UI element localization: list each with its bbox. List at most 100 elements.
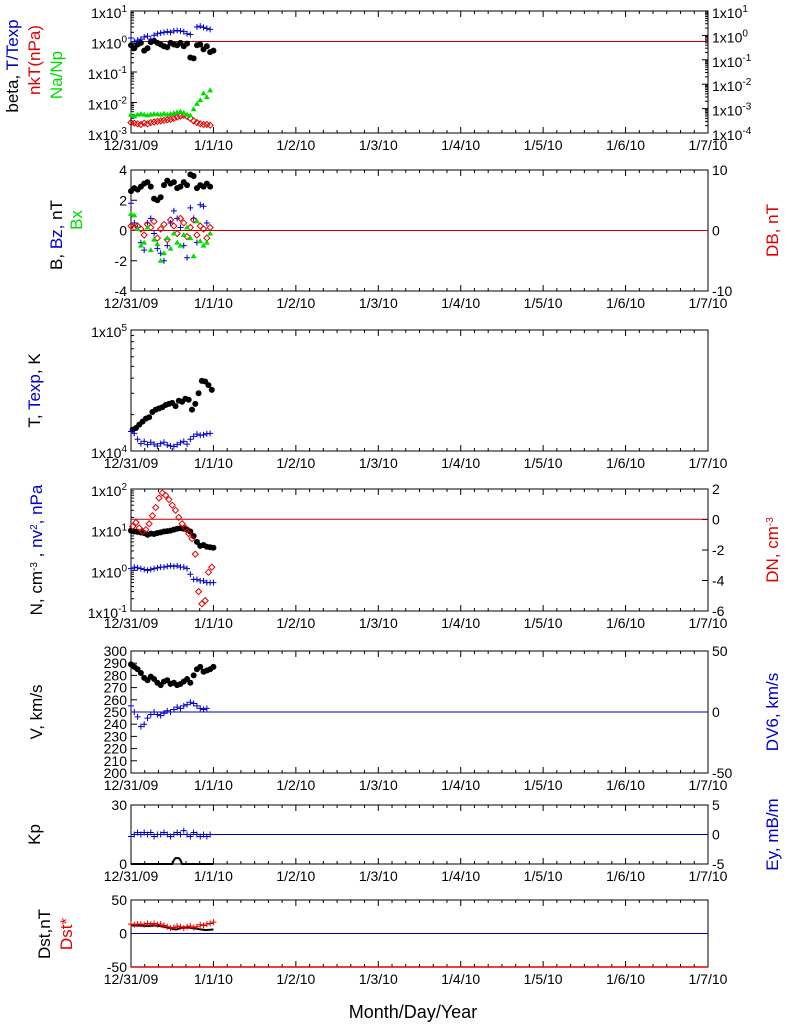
series-0 xyxy=(128,661,217,689)
data-point xyxy=(203,94,210,100)
data-point xyxy=(190,173,197,180)
y-axis-label-left-2: nkT(nPa) xyxy=(25,25,44,95)
x-tick-label: 1/4/10 xyxy=(441,455,480,471)
data-point xyxy=(177,439,184,446)
data-point xyxy=(174,562,181,569)
data-point xyxy=(187,679,194,686)
data-point xyxy=(144,920,151,927)
data-point xyxy=(210,544,217,551)
data-point xyxy=(207,26,214,33)
x-tick-label: 1/1/10 xyxy=(194,137,233,153)
data-point xyxy=(137,565,144,572)
data-point xyxy=(208,563,216,571)
data-point xyxy=(155,494,163,502)
series-2 xyxy=(128,489,216,608)
y-axis-label-right: DV6, km/s xyxy=(763,673,782,751)
data-point xyxy=(131,921,138,928)
y-axis-label-left-3: Na/Np xyxy=(47,51,66,99)
y-axis-label-left: V, km/s xyxy=(27,684,46,739)
data-point xyxy=(151,441,158,448)
data-point xyxy=(167,562,174,569)
data-point xyxy=(167,833,174,840)
data-point xyxy=(190,106,197,112)
data-point xyxy=(204,568,213,576)
data-point xyxy=(170,230,177,236)
data-point xyxy=(141,921,148,928)
data-point xyxy=(138,527,147,536)
data-point xyxy=(203,43,210,50)
data-point xyxy=(200,577,207,584)
y-tick-exp: 1 xyxy=(742,4,748,15)
data-point xyxy=(180,702,187,709)
x-tick-label: 1/1/10 xyxy=(194,455,233,471)
data-point xyxy=(174,239,181,245)
y-axis-label-left-2-part: Bx xyxy=(67,210,86,230)
y-tick-base: 1x10 xyxy=(712,103,743,119)
y-tick-label: 0 xyxy=(712,512,720,528)
data-point xyxy=(180,232,187,238)
y-axis-label-left-part: T/Texp xyxy=(3,19,22,70)
data-point xyxy=(190,924,197,931)
y-tick-label: -50 xyxy=(107,959,127,975)
data-point xyxy=(167,245,174,251)
data-point xyxy=(200,203,207,210)
data-point xyxy=(174,441,181,448)
data-point xyxy=(185,396,192,403)
data-point xyxy=(180,564,187,571)
series-2 xyxy=(127,214,214,244)
y-tick-base: 1x10 xyxy=(91,445,122,461)
y-tick-label: 1x101 xyxy=(712,4,748,21)
data-point xyxy=(170,563,177,570)
data-point xyxy=(147,711,154,718)
data-point xyxy=(128,522,137,531)
data-point xyxy=(207,920,214,927)
data-point xyxy=(200,431,207,438)
y-axis-label-right-part: DN, cm xyxy=(763,526,782,583)
data-point xyxy=(177,923,184,930)
y-tick-label: 1x104 xyxy=(91,444,127,461)
data-point xyxy=(130,223,139,232)
data-point xyxy=(128,428,134,435)
data-point xyxy=(134,713,141,720)
x-tick-label: 1/1/10 xyxy=(194,777,233,793)
x-tick-label: 1/1/10 xyxy=(194,615,233,631)
x-tick-label: 1/7/10 xyxy=(689,615,728,631)
data-point xyxy=(193,23,200,30)
data-point xyxy=(184,30,191,37)
data-point xyxy=(163,116,171,124)
y-tick-base: 1x10 xyxy=(91,36,122,52)
data-point xyxy=(197,663,204,670)
series-1 xyxy=(128,562,217,586)
y-tick-label: 1x10-3 xyxy=(712,102,752,119)
x-tick-label: 1/3/10 xyxy=(359,971,398,987)
data-point xyxy=(154,442,161,449)
y-tick-label: 280 xyxy=(104,667,128,683)
y-axis-label-left-part: Bz, xyxy=(47,220,66,249)
data-point xyxy=(190,253,197,259)
y-tick-label: 10 xyxy=(712,162,728,178)
y-tick-label: 1x10-2 xyxy=(712,77,752,94)
data-point xyxy=(154,921,161,928)
data-point xyxy=(144,567,151,574)
y-tick-base: 1x10 xyxy=(712,29,743,45)
y-tick-base: 1x10 xyxy=(712,78,743,94)
data-point xyxy=(154,564,161,571)
y-tick-label: 230 xyxy=(104,728,128,744)
data-point xyxy=(141,829,148,836)
data-point xyxy=(210,47,217,54)
data-point xyxy=(141,34,148,41)
data-point xyxy=(164,563,171,570)
series-0 xyxy=(128,171,214,204)
y-tick-base: 1x10 xyxy=(88,605,119,621)
y-tick-label: 1x10-1 xyxy=(88,65,128,82)
data-point xyxy=(153,234,162,242)
data-point xyxy=(144,45,151,52)
data-point xyxy=(174,704,181,711)
data-point xyxy=(199,225,208,233)
data-point xyxy=(207,230,214,236)
data-point xyxy=(206,121,214,129)
x-tick-label: 1/4/10 xyxy=(441,971,480,987)
x-tick-label: 1/5/10 xyxy=(524,971,563,987)
data-point xyxy=(197,201,204,208)
data-point xyxy=(137,242,144,248)
